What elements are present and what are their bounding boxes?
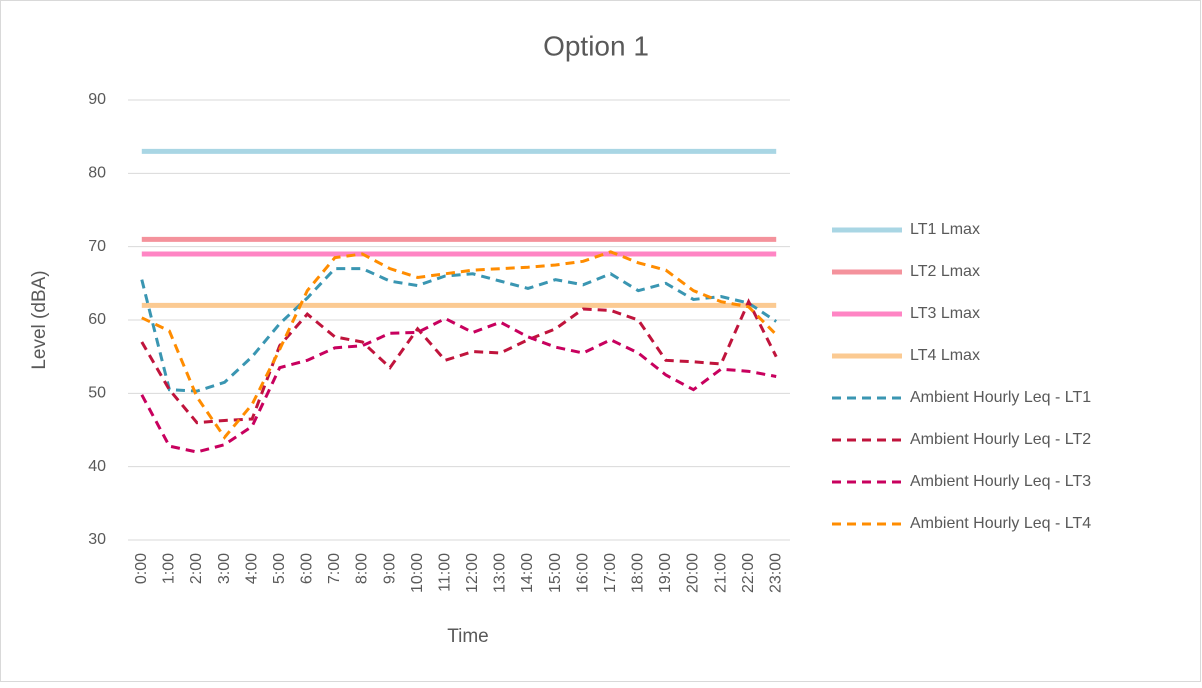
legend-label: Ambient Hourly Leq - LT1 bbox=[910, 389, 1091, 406]
y-axis-label: Level (dBA) bbox=[29, 270, 50, 369]
x-tick-label: 8:00 bbox=[354, 553, 371, 584]
legend-label: LT1 Lmax bbox=[910, 221, 980, 238]
legend-label: LT3 Lmax bbox=[910, 305, 980, 322]
x-tick-label: 22:00 bbox=[740, 553, 757, 593]
legend-label: LT2 Lmax bbox=[910, 263, 980, 280]
legend-label: Ambient Hourly Leq - LT4 bbox=[910, 515, 1091, 532]
y-tick-label: 40 bbox=[88, 458, 106, 475]
x-tick-label: 2:00 bbox=[188, 553, 205, 584]
x-tick-label: 19:00 bbox=[657, 553, 674, 593]
x-tick-label: 11:00 bbox=[436, 553, 453, 592]
series-line bbox=[140, 298, 778, 425]
x-tick-label: 3:00 bbox=[216, 553, 233, 584]
x-tick-label: 17:00 bbox=[602, 553, 619, 593]
x-tick-label: 18:00 bbox=[630, 553, 647, 593]
x-tick-label: 15:00 bbox=[547, 553, 564, 593]
x-tick-label: 10:00 bbox=[409, 553, 426, 593]
x-tick-label: 1:00 bbox=[161, 553, 178, 584]
x-tick-label: 13:00 bbox=[492, 553, 509, 593]
y-tick-label: 70 bbox=[88, 238, 106, 255]
x-tick-label: 5:00 bbox=[271, 553, 288, 584]
chart-title: Option 1 bbox=[543, 30, 649, 61]
y-tick-label: 30 bbox=[88, 531, 106, 548]
x-tick-label: 6:00 bbox=[299, 553, 316, 584]
x-tick-label: 20:00 bbox=[685, 553, 702, 593]
x-axis-label: Time bbox=[447, 626, 489, 647]
x-tick-label: 9:00 bbox=[381, 553, 398, 584]
legend-label: Ambient Hourly Leq - LT3 bbox=[910, 473, 1091, 490]
series-line bbox=[140, 267, 778, 393]
x-tick-label: 4:00 bbox=[243, 553, 260, 584]
legend-label: LT4 Lmax bbox=[910, 347, 980, 364]
x-tick-label: 7:00 bbox=[326, 553, 343, 584]
x-tick-label: 16:00 bbox=[574, 553, 591, 593]
x-tick-label: 23:00 bbox=[767, 553, 784, 593]
x-tick-label: 21:00 bbox=[712, 553, 729, 593]
x-tick-label: 0:00 bbox=[133, 553, 150, 584]
y-tick-label: 60 bbox=[88, 311, 106, 328]
series-line bbox=[141, 250, 778, 440]
legend-label: Ambient Hourly Leq - LT2 bbox=[910, 431, 1091, 448]
x-tick-label: 12:00 bbox=[464, 553, 481, 593]
series-line bbox=[140, 316, 777, 454]
x-tick-label: 14:00 bbox=[519, 553, 536, 593]
y-tick-label: 90 bbox=[88, 91, 106, 108]
y-tick-label: 50 bbox=[88, 385, 106, 402]
y-tick-label: 80 bbox=[88, 165, 106, 182]
